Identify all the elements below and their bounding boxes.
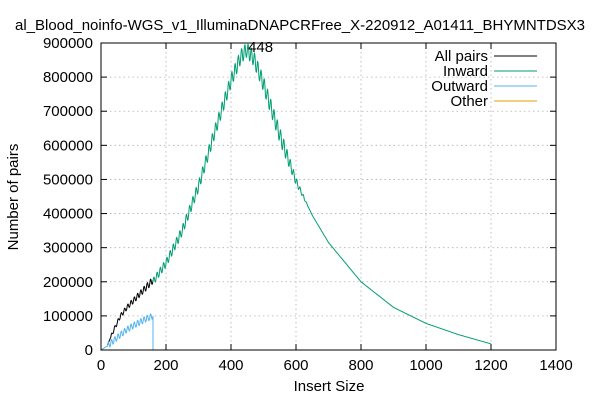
y-tick-label: 900000 — [43, 35, 93, 52]
series-line-all-pairs — [107, 278, 154, 346]
x-tick-label: 800 — [348, 357, 373, 374]
y-tick-label: 100000 — [43, 308, 93, 325]
y-tick-label: 700000 — [43, 103, 93, 120]
legend-label-other: Other — [450, 93, 488, 110]
y-tick-label: 500000 — [43, 171, 93, 188]
legend-label-outward: Outward — [431, 78, 488, 95]
y-tick-label: 600000 — [43, 137, 93, 154]
y-tick-label: 200000 — [43, 274, 93, 291]
legend-label-all-pairs: All pairs — [435, 48, 488, 65]
x-tick-label: 600 — [283, 357, 308, 374]
y-axis-title: Number of pairs — [5, 144, 22, 251]
x-tick-label: 1200 — [474, 357, 507, 374]
legend-label-inward: Inward — [443, 63, 488, 80]
y-tick-label: 400000 — [43, 206, 93, 223]
x-tick-label: 1000 — [409, 357, 442, 374]
plot-frame — [100, 42, 557, 351]
x-axis-title: Insert Size — [294, 378, 365, 395]
y-tick-label: 300000 — [43, 240, 93, 257]
y-tick-label: 800000 — [43, 69, 93, 86]
chart-title: al_Blood_noinfo-WGS_v1_IlluminaDNAPCRFre… — [15, 17, 585, 34]
x-tick-label: 400 — [218, 357, 243, 374]
series-line-outward — [100, 313, 154, 351]
series-line-inward — [152, 43, 492, 345]
peak-annotation: 448 — [248, 39, 273, 56]
y-tick-label: 0 — [85, 342, 93, 359]
x-tick-label: 1400 — [539, 357, 572, 374]
x-tick-label: 200 — [153, 357, 178, 374]
x-tick-label: 0 — [97, 357, 105, 374]
